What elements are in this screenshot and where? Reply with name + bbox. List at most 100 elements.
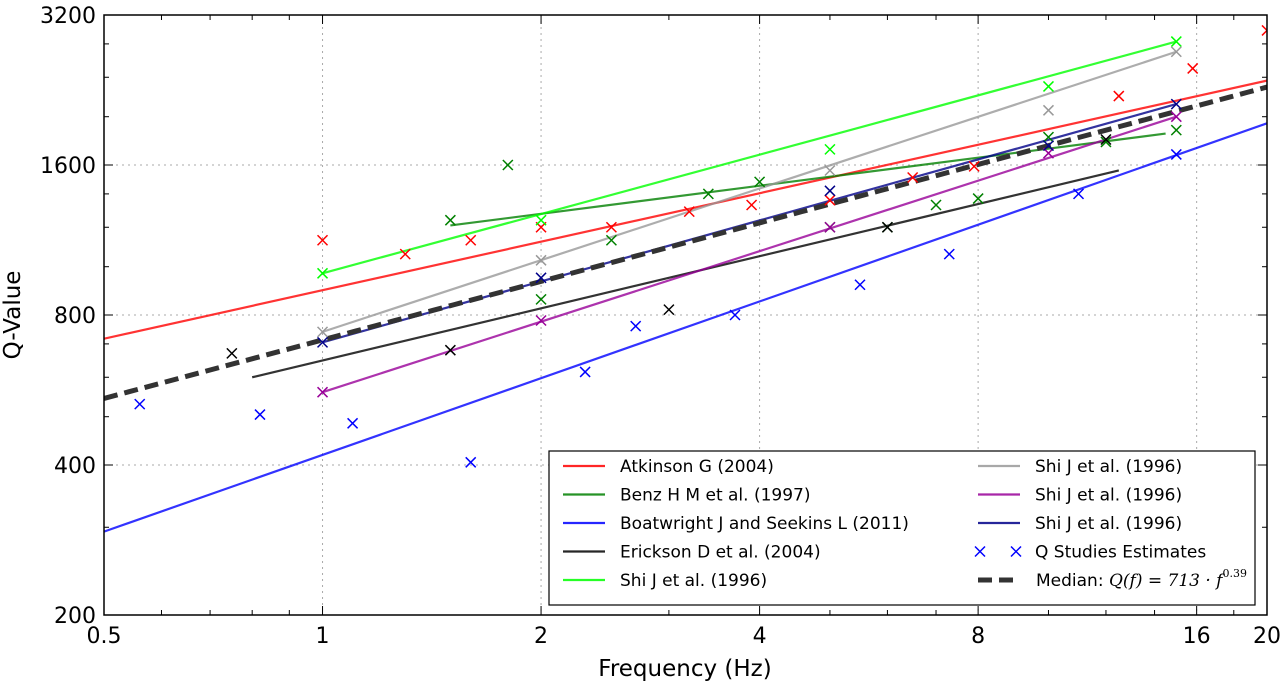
marker-stroke <box>535 293 547 305</box>
data-point <box>316 267 329 279</box>
marker-stroke <box>1010 545 1022 558</box>
marker-stroke <box>316 386 329 398</box>
data-point <box>972 193 984 205</box>
legend-label: Shi J et al. (1996) <box>1035 514 1182 534</box>
data-point <box>1261 24 1267 36</box>
data-point <box>535 314 547 327</box>
legend-entry: Shi J et al. (1996) <box>563 571 767 591</box>
data-point <box>630 320 642 332</box>
data-point <box>605 234 617 246</box>
marker-stroke <box>663 304 675 316</box>
legend-label: Shi J et al. (1996) <box>1035 457 1182 477</box>
marker-stroke <box>854 279 866 291</box>
data-point <box>1042 104 1055 116</box>
data-point <box>1170 98 1182 110</box>
data-point <box>316 336 329 348</box>
data-point <box>824 221 836 233</box>
data-point <box>746 199 758 211</box>
data-point <box>254 409 266 421</box>
x-tick-label: 1 <box>316 624 330 649</box>
legend-median-label: Median: Q(f) = 713 · f0.39 <box>1036 567 1247 591</box>
marker-stroke <box>1072 188 1085 200</box>
fit-line <box>104 79 1267 340</box>
marker-stroke <box>316 267 329 279</box>
data-point <box>663 304 675 316</box>
marker-stroke <box>535 272 547 284</box>
data-point <box>1170 124 1182 136</box>
data-point <box>1042 80 1055 92</box>
marker-stroke <box>824 221 836 233</box>
marker-stroke <box>1187 62 1199 74</box>
data-point <box>399 248 411 260</box>
data-point <box>347 417 359 429</box>
marker-stroke <box>746 199 758 211</box>
data-point <box>1072 188 1085 200</box>
legend-entry: Atkinson G (2004) <box>563 457 774 477</box>
legend-median-prefix: Median: <box>1036 571 1109 591</box>
fit-line <box>322 50 1177 333</box>
data-point <box>1042 140 1055 152</box>
data-point <box>535 254 547 266</box>
marker-stroke <box>1100 136 1112 148</box>
fit-line <box>322 103 1177 344</box>
marker-stroke <box>754 176 766 188</box>
data-point <box>824 185 836 197</box>
data-point <box>1042 131 1055 143</box>
x-tick-label: 2 <box>534 624 548 649</box>
marker-stroke <box>605 234 617 246</box>
fit-line <box>322 115 1177 394</box>
y-tick-label: 3200 <box>40 4 96 29</box>
data-point <box>1100 133 1112 146</box>
data-point <box>968 160 980 172</box>
legend-entry-median: Median: Q(f) = 713 · f0.39 <box>978 567 1247 591</box>
marker-stroke <box>1170 148 1182 160</box>
marker-stroke <box>630 320 642 332</box>
legend-label: Shi J et al. (1996) <box>1035 486 1182 506</box>
legend-entry: Shi J et al. (1996) <box>978 457 1182 477</box>
marker-stroke <box>465 234 477 246</box>
data-point <box>824 194 836 206</box>
marker-stroke <box>1042 131 1055 143</box>
marker-stroke <box>1170 124 1182 136</box>
marker-stroke <box>1042 80 1055 92</box>
y-tick-label: 400 <box>54 454 96 479</box>
data-point <box>502 159 514 171</box>
marker-stroke <box>134 398 146 410</box>
marker-stroke <box>444 214 456 226</box>
marker-stroke <box>1042 140 1055 152</box>
legend-median-formula: Q(f) = 713 · f <box>1109 571 1225 591</box>
marker-stroke <box>683 206 695 218</box>
data-point <box>444 214 456 226</box>
marker-stroke <box>907 171 919 184</box>
ticks <box>103 14 1268 616</box>
data-point <box>444 344 456 356</box>
legend-marker <box>974 545 986 558</box>
marker-stroke <box>316 336 329 348</box>
data-point <box>702 188 714 200</box>
data-point <box>1170 46 1182 58</box>
data-point <box>1113 90 1125 102</box>
data-point <box>824 143 836 155</box>
fit-line <box>450 132 1166 227</box>
data-point <box>465 234 477 246</box>
marker-stroke <box>1170 111 1182 123</box>
data-point <box>754 176 766 188</box>
x-axis-label: Frequency (Hz) <box>598 656 771 682</box>
marker-stroke <box>1170 98 1182 110</box>
data-point <box>226 347 238 359</box>
x-tick-label: 0.5 <box>87 624 122 649</box>
x-tick-label: 8 <box>971 624 985 649</box>
marker-stroke <box>968 160 980 172</box>
legend-entry: Benz H M et al. (1997) <box>563 486 811 506</box>
marker-stroke <box>535 314 547 327</box>
data-point <box>1170 36 1182 48</box>
marker-stroke <box>1170 46 1182 58</box>
marker-stroke <box>972 193 984 205</box>
data-point <box>943 248 955 260</box>
x-tick-label: 16 <box>1183 624 1211 649</box>
marker-stroke <box>399 248 411 260</box>
marker-stroke <box>824 185 836 197</box>
legend-box <box>548 450 1256 606</box>
fit-line <box>251 169 1120 379</box>
